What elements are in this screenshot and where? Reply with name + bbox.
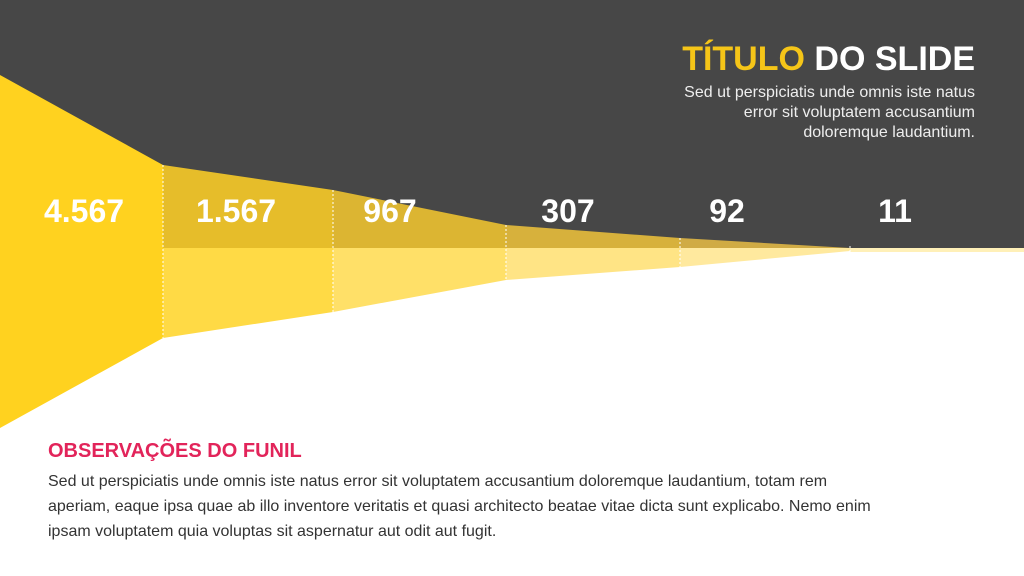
title-highlight: TÍTULO: [682, 40, 805, 78]
notes-text: Sed ut perspiciatis unde omnis iste natu…: [48, 469, 871, 544]
stage-value: 4.567: [43, 193, 125, 229]
funnel-stage: [506, 248, 680, 280]
subtitle-line: Sed ut perspiciatis unde omnis iste natu…: [684, 84, 975, 101]
stage-value: 11: [878, 193, 912, 229]
funnel-stage: [680, 238, 850, 248]
stage-value: 307: [541, 193, 595, 229]
funnel-stage: [850, 248, 1024, 252]
notes-line: Sed ut perspiciatis unde omnis iste natu…: [48, 473, 828, 490]
stage-value: 1.567: [195, 193, 277, 229]
title-rest: DO SLIDE: [814, 40, 975, 78]
notes-line: ipsam voluptatem quia voluptas sit asper…: [48, 523, 497, 540]
stage-value: 967: [363, 193, 417, 229]
stage-dividers: [162, 165, 851, 338]
notes-heading: OBSERVAÇÕES DO FUNIL: [48, 440, 302, 462]
funnel-stage: [506, 225, 680, 248]
subtitle-line: error sit voluptatem accusantium: [743, 104, 975, 121]
notes-line: aperiam, eaque ipsa quae ab illo invento…: [48, 498, 871, 515]
funnel-stage: [333, 190, 506, 248]
funnel-stage: [0, 75, 163, 428]
stage-value: 92: [709, 193, 745, 229]
funnel-stage: [163, 165, 333, 248]
subtitle: Sed ut perspiciatis unde omnis iste natu…: [684, 83, 975, 143]
funnel-stage: [163, 248, 333, 338]
subtitle-line: doloremque laudantium.: [803, 124, 975, 141]
funnel-stage: [333, 248, 506, 312]
funnel-stage: [680, 248, 850, 267]
slide-title: TÍTULO DO SLIDE: [682, 40, 975, 79]
